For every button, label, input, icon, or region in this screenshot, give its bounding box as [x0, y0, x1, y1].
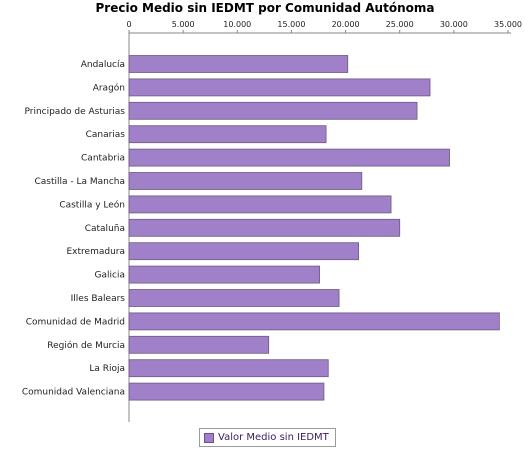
bar: [128, 55, 349, 73]
bar: [128, 78, 431, 97]
bar: [128, 101, 418, 120]
category-label: Comunidad de Madrid: [26, 317, 125, 327]
x-tick-label: 5.000: [172, 20, 195, 29]
x-tick-label: 0: [126, 20, 131, 29]
category-label: La Rioja: [89, 364, 125, 374]
bar: [128, 218, 401, 237]
x-tick-label: 30.000: [440, 20, 468, 29]
x-tick-label: 25.000: [386, 20, 414, 29]
legend-label: Valor Medio sin IEDMT: [218, 432, 329, 443]
bar: [128, 195, 392, 214]
legend: Valor Medio sin IEDMT: [199, 428, 336, 447]
category-label: Castilla - La Mancha: [34, 177, 125, 187]
bar: [128, 265, 320, 284]
category-label: Región de Murcia: [47, 340, 125, 351]
category-label: Castilla y León: [59, 199, 125, 210]
axes: 0 5.000 10.000 15.000 20.000 25.000 30.000 35.0…: [22, 20, 522, 422]
bar: [128, 289, 340, 307]
x-tick-label: 20.000: [332, 20, 360, 29]
category-label: Canarias: [86, 130, 126, 140]
category-label: Comunidad Valenciana: [22, 388, 125, 398]
category-label: Principado de Asturias: [24, 107, 125, 117]
bar: [128, 242, 359, 261]
bar: [128, 125, 327, 144]
category-label: Extremadura: [67, 247, 126, 257]
category-label: Andalucía: [81, 60, 125, 70]
category-label: Galicia: [95, 271, 125, 281]
chart-title: Precio Medio sin IEDMT por Comunidad Aut…: [96, 1, 435, 15]
category-label: Illes Balears: [71, 294, 126, 304]
category-label: Aragón: [93, 82, 125, 93]
category-label: Cantabria: [81, 154, 125, 164]
bar: [128, 312, 500, 331]
legend-swatch: [204, 432, 214, 443]
bar: [128, 335, 270, 354]
category-label: Cataluña: [85, 224, 125, 234]
x-tick-label: 35.000: [494, 20, 522, 29]
x-tick-label: 10.000: [223, 20, 251, 29]
bars: [128, 55, 500, 401]
bar: [128, 359, 329, 378]
bar: [128, 172, 363, 190]
x-tick-label: 15.000: [277, 20, 305, 29]
bar: [128, 148, 450, 167]
bar: [128, 382, 325, 401]
